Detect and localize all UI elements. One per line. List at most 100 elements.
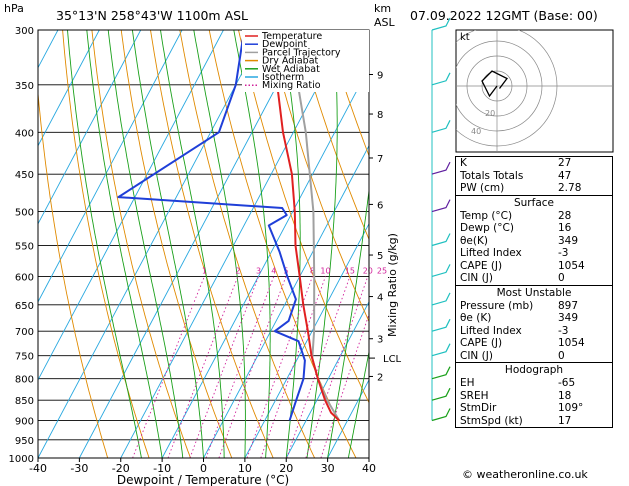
wet-adiabat-line <box>107 30 184 458</box>
lcl-label: LCL <box>383 354 402 365</box>
mixing-ratio-label: 20 <box>363 266 373 275</box>
wind-barb <box>431 199 451 213</box>
index-label: CAPE (J) <box>460 337 503 349</box>
index-value: 349 <box>558 312 579 324</box>
wind-barb <box>431 161 451 175</box>
index-label: θe (K) <box>460 312 492 324</box>
wind-barb <box>431 343 451 357</box>
index-row: Lifted Index -3 <box>456 247 614 260</box>
wet-adiabat-line <box>193 30 246 458</box>
pressure-tick-label: 800 <box>15 375 34 386</box>
isotherm-line <box>38 30 142 225</box>
wet-adiabat-line <box>67 30 142 458</box>
wind-barb <box>431 72 451 86</box>
index-value: 1054 <box>558 337 585 349</box>
dry-adiabat-line <box>91 30 191 458</box>
legend-entry: Mixing Ratio <box>262 80 321 91</box>
pressure-tick-label: 600 <box>15 272 34 283</box>
datetime-title: 07.09.2022 12GMT (Base: 00) <box>410 8 598 23</box>
index-label: StmDir <box>460 402 497 414</box>
isotherm-line <box>120 30 348 458</box>
index-row: CAPE (J) 1054 <box>456 260 614 273</box>
km-axis-label: km <box>374 2 391 15</box>
index-row: StmDir 109° <box>456 402 614 415</box>
surface-box: Surface Temp (°C) 28 Dewp (°C) 16 θe(K) 349… <box>455 195 614 286</box>
pressure-tick-label: 650 <box>15 301 34 312</box>
index-value: 18 <box>558 389 572 402</box>
index-row: Temp (°C) 28 <box>456 210 614 223</box>
pressure-tick-label: 750 <box>15 352 34 363</box>
index-label: Lifted Index <box>460 247 522 259</box>
pressure-tick-label: 1000 <box>9 454 34 465</box>
temperature-tick-label: 40 <box>362 462 376 475</box>
index-row: Lifted Index -3 <box>456 325 614 338</box>
temperature-tick-label: -20 <box>112 462 130 475</box>
dry-adiabat-line <box>38 88 109 458</box>
mixing-ratio-line <box>286 276 351 458</box>
index-label: Temp (°C) <box>460 209 513 222</box>
wet-adiabat-line <box>347 349 369 458</box>
temperature-tick-label: 20 <box>279 462 293 475</box>
pressure-tick-label: 700 <box>15 327 34 338</box>
mixing-ratio-line <box>205 276 275 458</box>
index-value: 17 <box>558 414 572 427</box>
temperature-line <box>272 30 340 422</box>
temperature-tick-label: 30 <box>321 462 335 475</box>
index-value: 47 <box>558 169 572 182</box>
wet-adiabat-line <box>131 30 204 458</box>
isotherm-line <box>285 300 369 458</box>
dry-adiabat-line <box>326 30 369 157</box>
index-label: K <box>460 157 467 169</box>
km-tick-label: 3 <box>377 335 383 346</box>
wind-barb <box>431 292 451 306</box>
hodograph-indices-box: Hodograph EH -65 SREH 18 StmDir 109° StmSpd… <box>455 363 613 428</box>
index-row: Dewp (°C) 16 <box>456 222 614 235</box>
index-label: Dewp (°C) <box>460 222 514 234</box>
index-label: Pressure (mb) <box>460 299 534 312</box>
indices-panel: K 27 Totals Totals 47 PW (cm) 2.78 Surface … <box>455 156 613 428</box>
dry-adiabat-line <box>296 30 369 241</box>
location-title: 35°13'N 258°43'W 1100m ASL <box>56 8 248 23</box>
pressure-tick-label: 550 <box>15 241 34 252</box>
hodograph-ring-label: 40 <box>471 127 481 136</box>
index-label: CIN (J) <box>460 272 493 284</box>
km-tick-label: 7 <box>377 154 383 165</box>
km-tick-label: 5 <box>377 251 383 262</box>
wind-barb <box>431 120 451 133</box>
wind-barb <box>431 233 451 247</box>
index-label: EH <box>460 377 475 389</box>
legend-background <box>242 30 369 92</box>
temperature-tick-label: 10 <box>238 462 252 475</box>
mixing-ratio-line <box>189 276 260 458</box>
index-row-pw: PW (cm) 2.78 <box>456 182 614 195</box>
index-row: SREH 18 <box>456 390 614 403</box>
index-label: CIN (J) <box>460 349 493 362</box>
isotherm-line <box>38 30 183 303</box>
pressure-tick-label: 500 <box>15 208 34 219</box>
isotherm-line <box>38 30 266 458</box>
temperature-tick-label: -10 <box>153 462 171 475</box>
mixing-ratio-line <box>320 313 369 458</box>
dry-adiabat-line <box>238 30 369 404</box>
mixing-ratio-label: 2 <box>235 266 240 275</box>
index-row: EH -65 <box>456 377 614 390</box>
mixing-ratio-line <box>260 276 326 458</box>
index-label: Lifted Index <box>460 324 522 337</box>
index-label: Totals Totals <box>460 169 524 182</box>
index-value: 28 <box>558 209 572 222</box>
index-row: CIN (J) 0 <box>456 272 614 285</box>
mixing-ratio-line <box>218 276 287 458</box>
legend-entry: Isotherm <box>262 72 304 83</box>
index-value: 897 <box>558 299 579 312</box>
temperature-tick-label: 0 <box>200 462 207 475</box>
pressure-tick-label: 450 <box>15 170 34 181</box>
mixing-ratio-label: 15 <box>345 266 355 275</box>
wind-barb <box>431 408 451 422</box>
pressure-tick-label: 300 <box>15 26 34 37</box>
index-value: -3 <box>558 247 569 259</box>
wind-barb <box>431 387 451 401</box>
index-row-tt: Totals Totals 47 <box>456 170 614 183</box>
index-row: θe(K) 349 <box>456 235 614 248</box>
mixing-ratio-axis-title: Mixing Ratio (g/kg) <box>386 233 399 337</box>
